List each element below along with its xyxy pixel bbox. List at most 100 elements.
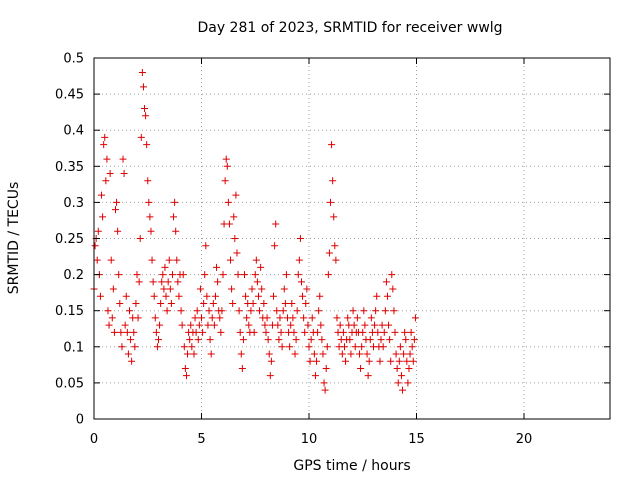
- data-point: [138, 68, 146, 76]
- data-point: [373, 292, 381, 300]
- data-point: [200, 299, 208, 307]
- data-point: [99, 213, 107, 221]
- y-tick-label: 0.3: [63, 196, 84, 211]
- data-point: [233, 249, 241, 257]
- data-point: [360, 307, 368, 315]
- data-point: [257, 263, 265, 271]
- data-point: [293, 307, 301, 315]
- data-point: [203, 292, 211, 300]
- data-point: [382, 278, 390, 286]
- data-point: [222, 155, 230, 163]
- data-point: [224, 198, 232, 206]
- data-point: [273, 307, 281, 315]
- data-point: [250, 328, 258, 336]
- data-point: [171, 198, 179, 206]
- data-point: [277, 328, 285, 336]
- data-point: [133, 271, 141, 279]
- axis-ticks: 0 0.05 0.1 0.15 0.2 0.25 0.3 0.35 0.4 0.45 0.5 0 5 10…: [55, 52, 610, 447]
- data-point: [161, 263, 169, 271]
- data-point: [359, 328, 367, 336]
- data-point: [208, 314, 216, 322]
- data-point: [302, 299, 310, 307]
- data-point: [198, 314, 205, 322]
- data-point: [170, 213, 178, 221]
- data-point: [327, 198, 334, 206]
- x-tick-label: 20: [516, 432, 533, 447]
- data-point: [152, 328, 160, 336]
- x-axis-label: GPS time / hours: [293, 458, 410, 474]
- data-point: [241, 271, 248, 279]
- data-point: [409, 357, 417, 365]
- data-point: [363, 350, 371, 358]
- data-point: [260, 299, 268, 307]
- x-tick-label: 0: [90, 432, 98, 447]
- data-point: [229, 299, 237, 307]
- data-point: [317, 321, 325, 329]
- data-point: [274, 321, 282, 329]
- data-point: [101, 133, 109, 141]
- data-point: [102, 177, 110, 185]
- data-point: [128, 357, 136, 365]
- data-point: [166, 285, 174, 293]
- data-point: [264, 336, 272, 344]
- data-point: [399, 386, 407, 394]
- chart-title: Day 281 of 2023, SRMTID for receiver wwl…: [197, 20, 502, 36]
- data-point: [385, 321, 393, 329]
- data-point: [279, 307, 287, 315]
- data-point: [383, 292, 391, 300]
- data-point: [336, 321, 344, 329]
- data-point: [100, 141, 108, 149]
- data-point: [310, 350, 318, 358]
- data-point: [146, 213, 154, 221]
- data-point: [202, 242, 210, 250]
- data-point: [405, 364, 413, 372]
- data-point: [236, 328, 244, 336]
- data-point: [178, 321, 186, 329]
- data-point: [270, 292, 278, 300]
- y-tick-label: 0.35: [55, 160, 84, 175]
- data-point: [182, 372, 190, 380]
- data-point: [135, 278, 143, 286]
- data-point: [131, 343, 139, 351]
- data-point: [115, 271, 123, 279]
- data-point: [296, 235, 304, 242]
- data-point: [110, 328, 118, 336]
- data-point: [234, 271, 242, 279]
- data-point: [379, 343, 387, 351]
- y-tick-label: 0.2: [63, 268, 84, 283]
- data-point: [252, 256, 260, 264]
- data-point: [248, 285, 256, 293]
- y-tick-label: 0.25: [55, 232, 84, 247]
- data-point: [304, 321, 312, 329]
- data-point: [281, 299, 289, 307]
- data-point: [303, 285, 311, 293]
- data-point: [389, 285, 397, 293]
- data-point: [134, 314, 142, 322]
- data-point: [207, 350, 215, 358]
- data-point: [193, 307, 201, 315]
- data-point: [349, 307, 357, 315]
- data-point: [403, 357, 411, 365]
- data-point: [297, 278, 305, 286]
- data-point: [280, 285, 288, 293]
- data-point: [165, 256, 173, 264]
- data-point: [321, 386, 329, 394]
- data-point: [96, 292, 104, 300]
- data-point: [387, 357, 395, 365]
- data-point: [190, 350, 198, 358]
- y-tick-label: 0.4: [63, 124, 84, 139]
- data-point: [231, 235, 239, 242]
- data-point: [120, 170, 128, 178]
- data-point: [149, 278, 157, 286]
- data-point: [322, 364, 330, 372]
- data-point: [372, 307, 380, 315]
- data-point: [205, 307, 213, 315]
- data-point: [109, 285, 117, 293]
- data-point: [392, 350, 400, 358]
- data-point: [353, 314, 361, 322]
- data-point: [238, 364, 246, 372]
- data-point: [331, 242, 339, 250]
- data-point: [342, 357, 350, 365]
- data-point: [143, 141, 151, 149]
- data-point: [346, 336, 354, 344]
